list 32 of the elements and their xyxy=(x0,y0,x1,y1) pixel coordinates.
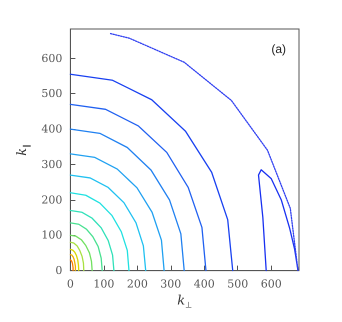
x-tick-label: 100 xyxy=(93,278,114,291)
line-series xyxy=(70,74,234,272)
line-series xyxy=(70,104,207,272)
line-series xyxy=(70,259,74,272)
x-tick-label: 300 xyxy=(160,278,182,291)
line-series xyxy=(70,242,84,272)
y-tick-label: 500 xyxy=(41,87,62,100)
line-series xyxy=(70,210,115,272)
x-tick-label: 0 xyxy=(66,278,74,291)
y-tick-label: 300 xyxy=(41,158,62,171)
x-axis-title: k⊥ xyxy=(177,294,192,310)
line-series xyxy=(70,234,93,272)
y-tick-label: 100 xyxy=(41,228,62,242)
line-series xyxy=(110,32,299,272)
line-series xyxy=(70,153,165,272)
line-series xyxy=(70,192,130,272)
line-series xyxy=(70,222,103,272)
x-tick-label: 600 xyxy=(260,278,282,291)
x-tick-label: 500 xyxy=(227,278,248,291)
line-series xyxy=(70,254,76,272)
line-series xyxy=(70,174,146,272)
y-tick-label: 200 xyxy=(41,193,62,206)
y-tick-label: 0 xyxy=(55,264,62,278)
x-tick-label: 400 xyxy=(194,278,215,291)
y-axis-title: k∥ xyxy=(15,144,31,156)
line-series xyxy=(258,169,299,272)
y-tick-label: 400 xyxy=(41,122,62,136)
x-tick-label: 200 xyxy=(126,278,148,291)
line-series xyxy=(70,128,185,272)
annotation: (a) xyxy=(271,42,286,56)
line-series xyxy=(70,248,80,272)
y-tick-label: 600 xyxy=(41,52,62,65)
